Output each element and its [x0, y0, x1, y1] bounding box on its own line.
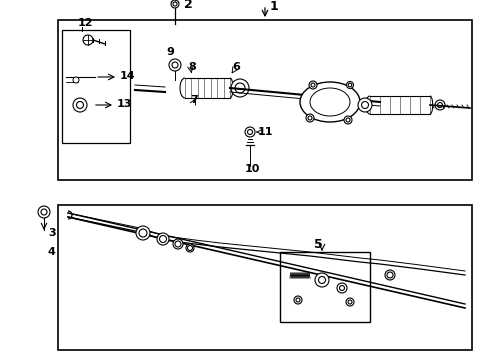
- Text: 2: 2: [183, 0, 192, 12]
- Circle shape: [157, 233, 169, 245]
- Circle shape: [136, 226, 150, 240]
- Circle shape: [169, 59, 181, 71]
- Circle shape: [185, 244, 194, 252]
- Circle shape: [83, 35, 93, 45]
- Text: 8: 8: [187, 62, 195, 72]
- Text: 4: 4: [48, 247, 56, 257]
- Text: 12: 12: [78, 18, 93, 28]
- Bar: [58, 20, 471, 180]
- Bar: [62, 30, 130, 143]
- Circle shape: [244, 127, 254, 137]
- Circle shape: [173, 239, 183, 249]
- Text: 11: 11: [258, 127, 273, 137]
- Circle shape: [73, 77, 79, 83]
- Circle shape: [38, 206, 50, 218]
- Text: 5: 5: [313, 238, 322, 251]
- Circle shape: [314, 273, 328, 287]
- Circle shape: [336, 283, 346, 293]
- Circle shape: [346, 81, 353, 89]
- Circle shape: [293, 296, 302, 304]
- Bar: [58, 205, 471, 350]
- Ellipse shape: [299, 82, 359, 122]
- Circle shape: [230, 79, 248, 97]
- Text: 13: 13: [117, 99, 132, 109]
- Circle shape: [308, 81, 316, 89]
- Circle shape: [434, 100, 444, 110]
- Text: 1: 1: [269, 0, 278, 13]
- Circle shape: [346, 298, 353, 306]
- Text: 3: 3: [48, 228, 56, 238]
- Text: 7: 7: [190, 95, 197, 105]
- Text: 9: 9: [165, 47, 174, 57]
- Circle shape: [343, 116, 351, 124]
- Circle shape: [171, 0, 179, 8]
- Text: 6: 6: [231, 62, 240, 72]
- Circle shape: [357, 98, 371, 112]
- Circle shape: [73, 98, 87, 112]
- Bar: [280, 252, 369, 322]
- Circle shape: [305, 114, 313, 122]
- Text: 10: 10: [244, 164, 260, 174]
- Circle shape: [384, 270, 394, 280]
- Text: 14: 14: [120, 71, 135, 81]
